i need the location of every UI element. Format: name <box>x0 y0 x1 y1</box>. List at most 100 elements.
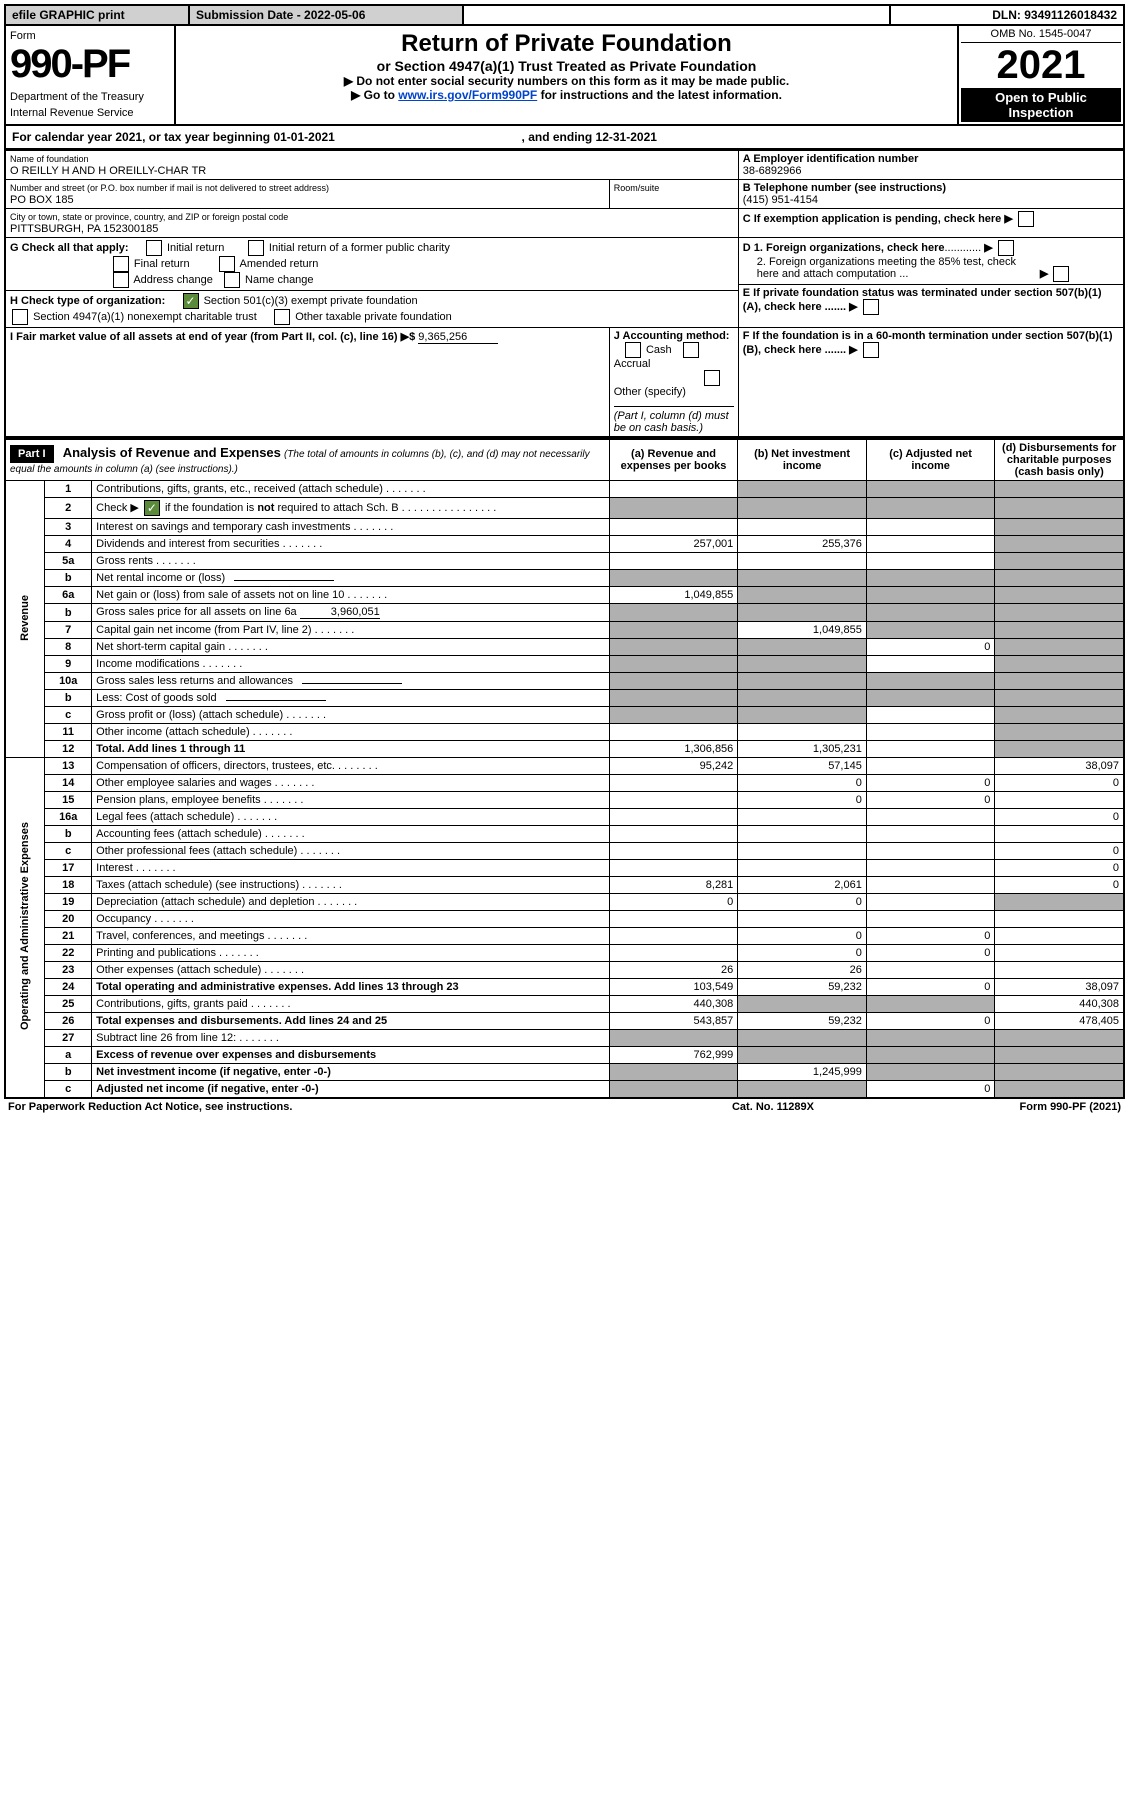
amount-cell: 0 <box>738 945 867 962</box>
amount-cell: 1,245,999 <box>738 1064 867 1081</box>
amount-cell: 26 <box>738 962 867 979</box>
g-final-checkbox[interactable] <box>113 256 129 272</box>
j-cash-checkbox[interactable] <box>625 342 641 358</box>
g-addr-change-checkbox[interactable] <box>113 272 129 288</box>
amount-cell <box>995 707 1124 724</box>
row-label: Depreciation (attach schedule) and deple… <box>92 894 610 911</box>
row-label: Net short-term capital gain . . . . . . … <box>92 639 610 656</box>
table-row: 19Depreciation (attach schedule) and dep… <box>5 894 1124 911</box>
row-number: 26 <box>45 1013 92 1030</box>
row-label: Check ▶ if the foundation is not require… <box>92 498 610 519</box>
row-number: 24 <box>45 979 92 996</box>
row-number: 1 <box>45 481 92 498</box>
table-row: 10aGross sales less returns and allowanc… <box>5 673 1124 690</box>
row-number: 15 <box>45 792 92 809</box>
amount-cell: 0 <box>609 894 738 911</box>
amount-cell <box>866 911 995 928</box>
amount-cell <box>609 911 738 928</box>
row-label: Gross sales price for all assets on line… <box>92 604 610 622</box>
amount-cell <box>609 498 738 519</box>
omb-number: OMB No. 1545-0047 <box>961 28 1121 43</box>
row-number: b <box>45 570 92 587</box>
table-row: 23Other expenses (attach schedule) . . .… <box>5 962 1124 979</box>
table-row: bNet investment income (if negative, ent… <box>5 1064 1124 1081</box>
h-501c3-checkbox[interactable] <box>183 293 199 309</box>
table-row: 18Taxes (attach schedule) (see instructi… <box>5 877 1124 894</box>
form-header: Form 990-PF Department of the Treasury I… <box>4 26 1125 126</box>
amount-cell: 440,308 <box>609 996 738 1013</box>
table-row: aExcess of revenue over expenses and dis… <box>5 1047 1124 1064</box>
amount-cell <box>738 570 867 587</box>
row-label: Excess of revenue over expenses and disb… <box>92 1047 610 1064</box>
e-checkbox[interactable] <box>863 299 879 315</box>
j-other-checkbox[interactable] <box>704 370 720 386</box>
amount-cell <box>995 536 1124 553</box>
amount-cell <box>609 775 738 792</box>
row-label: Income modifications . . . . . . . <box>92 656 610 673</box>
j-accrual-checkbox[interactable] <box>683 342 699 358</box>
d2-checkbox[interactable] <box>1053 266 1069 282</box>
g-initial-checkbox[interactable] <box>146 240 162 256</box>
g-name-change-checkbox[interactable] <box>224 272 240 288</box>
footer-left: For Paperwork Reduction Act Notice, see … <box>4 1099 670 1115</box>
amount-cell: 1,049,855 <box>609 587 738 604</box>
row-number: 19 <box>45 894 92 911</box>
row-label: Gross sales less returns and allowances <box>92 673 610 690</box>
amount-cell <box>738 656 867 673</box>
amount-cell <box>866 1047 995 1064</box>
table-row: 20Occupancy . . . . . . . <box>5 911 1124 928</box>
amount-cell <box>995 673 1124 690</box>
row-number: 13 <box>45 758 92 775</box>
j-note: (Part I, column (d) must be on cash basi… <box>614 410 729 434</box>
amount-cell: 0 <box>995 809 1124 826</box>
g-initial-former-checkbox[interactable] <box>248 240 264 256</box>
h-4947-checkbox[interactable] <box>12 309 28 325</box>
form990pf-link[interactable]: www.irs.gov/Form990PF <box>398 88 537 102</box>
amount-cell <box>609 519 738 536</box>
form-title: Return of Private Foundation <box>184 30 949 58</box>
amount-cell <box>609 604 738 622</box>
top-bar: efile GRAPHIC print Submission Date - 20… <box>4 4 1125 26</box>
table-row: 25Contributions, gifts, grants paid . . … <box>5 996 1124 1013</box>
row-label: Capital gain net income (from Part IV, l… <box>92 622 610 639</box>
row-number: 20 <box>45 911 92 928</box>
row-label: Gross profit or (loss) (attach schedule)… <box>92 707 610 724</box>
amount-cell <box>738 481 867 498</box>
calyear-mid: , and ending <box>522 130 596 144</box>
amount-cell <box>866 1030 995 1047</box>
amount-cell <box>738 809 867 826</box>
amount-cell <box>866 996 995 1013</box>
amount-cell <box>738 996 867 1013</box>
row-number: 21 <box>45 928 92 945</box>
row-label: Pension plans, employee benefits . . . .… <box>92 792 610 809</box>
row-label: Gross rents . . . . . . . <box>92 553 610 570</box>
row-number: 27 <box>45 1030 92 1047</box>
row-label: Total. Add lines 1 through 11 <box>92 741 610 758</box>
c-label: C If exemption application is pending, c… <box>743 213 1002 225</box>
efile-button[interactable]: efile GRAPHIC print <box>5 5 189 25</box>
phone-value: (415) 951-4154 <box>743 194 818 206</box>
amount-cell <box>995 553 1124 570</box>
schb-checkbox[interactable] <box>144 500 160 516</box>
h-other-checkbox[interactable] <box>274 309 290 325</box>
col-c-header: (c) Adjusted net income <box>866 439 995 481</box>
h-other-tax: Other taxable private foundation <box>295 311 452 323</box>
h-label: H Check type of organization: <box>10 295 165 307</box>
form-subtitle: or Section 4947(a)(1) Trust Treated as P… <box>184 58 949 74</box>
d1-checkbox[interactable] <box>998 240 1014 256</box>
g-label: G Check all that apply: <box>10 242 129 254</box>
amount-cell <box>609 792 738 809</box>
amount-cell <box>866 758 995 775</box>
amount-cell: 0 <box>738 792 867 809</box>
table-row: 21Travel, conferences, and meetings . . … <box>5 928 1124 945</box>
amount-cell <box>995 690 1124 707</box>
addr-label: Number and street (or P.O. box number if… <box>10 183 329 193</box>
amount-cell: 0 <box>866 945 995 962</box>
amount-cell <box>609 570 738 587</box>
c-checkbox[interactable] <box>1018 211 1034 227</box>
amount-cell <box>738 690 867 707</box>
table-row: 9Income modifications . . . . . . . <box>5 656 1124 673</box>
f-checkbox[interactable] <box>863 342 879 358</box>
foundation-name: O REILLY H AND H OREILLY-CHAR TR <box>10 165 206 177</box>
g-amended-checkbox[interactable] <box>219 256 235 272</box>
